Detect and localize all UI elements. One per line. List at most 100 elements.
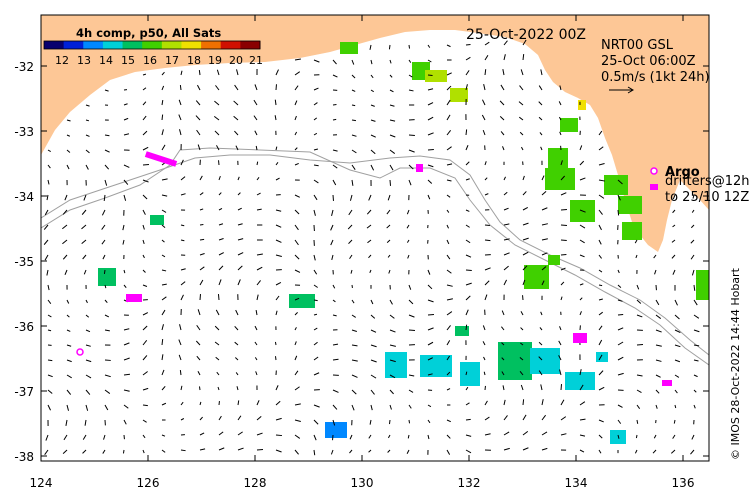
current-vector xyxy=(47,179,50,185)
sst-patch xyxy=(420,355,452,377)
sst-patch xyxy=(578,100,586,110)
current-vector xyxy=(522,399,525,406)
current-vector xyxy=(351,179,354,186)
current-vector xyxy=(104,164,110,170)
current-vector xyxy=(635,434,638,439)
current-vector xyxy=(180,176,186,181)
current-vector xyxy=(560,267,566,271)
current-vector xyxy=(484,416,490,421)
current-vector xyxy=(47,314,52,318)
current-vector xyxy=(522,222,529,226)
current-vector xyxy=(617,313,624,316)
current-vector xyxy=(370,314,376,319)
current-vector xyxy=(161,85,165,91)
current-vector xyxy=(294,327,297,331)
current-vector xyxy=(218,415,222,421)
current-vector xyxy=(66,359,72,363)
current-vector xyxy=(427,341,434,346)
current-vector xyxy=(538,356,543,361)
current-vector xyxy=(370,104,375,107)
current-vector xyxy=(408,419,411,424)
current-vector xyxy=(142,312,149,316)
current-vector xyxy=(386,209,391,215)
current-vector xyxy=(161,354,164,361)
lon-tick-label: 124 xyxy=(30,476,53,490)
current-vector xyxy=(501,326,505,331)
current-vector xyxy=(446,163,453,166)
current-vector xyxy=(367,239,372,244)
current-vector xyxy=(104,179,108,186)
current-vector xyxy=(313,327,318,331)
current-vector xyxy=(47,359,53,362)
current-vector xyxy=(518,101,524,106)
current-vector xyxy=(655,374,661,378)
current-vector xyxy=(387,434,391,439)
current-vector xyxy=(519,131,524,136)
current-vector xyxy=(256,280,261,286)
current-vector xyxy=(199,253,205,256)
current-vector xyxy=(102,254,106,260)
current-vector xyxy=(142,269,146,273)
current-vector xyxy=(484,69,487,76)
current-vector xyxy=(142,387,149,391)
current-vector xyxy=(519,85,524,91)
current-vector-field xyxy=(43,39,700,456)
current-vector xyxy=(83,269,87,275)
current-vector xyxy=(693,404,696,409)
colorbar-swatch xyxy=(102,41,124,49)
current-vector xyxy=(559,131,562,136)
current-vector xyxy=(427,284,433,290)
current-vector xyxy=(313,284,318,288)
colorbar-swatch xyxy=(83,41,104,49)
sst-patch xyxy=(545,168,575,190)
current-vector xyxy=(483,84,486,91)
current-vector xyxy=(47,284,50,291)
current-vector xyxy=(579,434,586,437)
current-vector xyxy=(617,419,622,424)
current-vector xyxy=(161,449,166,453)
current-vector xyxy=(370,149,376,155)
current-vector xyxy=(294,239,299,246)
current-vector xyxy=(389,74,393,78)
current-vector xyxy=(408,59,412,63)
current-vector xyxy=(161,283,167,286)
current-vector xyxy=(503,447,510,451)
current-vector xyxy=(179,84,182,91)
current-vector xyxy=(332,404,338,410)
current-vector xyxy=(104,89,109,92)
current-vector xyxy=(123,404,129,409)
current-vector xyxy=(503,191,508,196)
current-vector xyxy=(275,310,278,316)
current-vector xyxy=(214,100,220,106)
current-vector xyxy=(520,342,524,346)
current-vector xyxy=(483,371,486,376)
current-vector xyxy=(85,149,90,154)
current-vector xyxy=(446,269,452,274)
current-vector xyxy=(674,314,680,320)
current-vector xyxy=(427,194,431,200)
current-vector xyxy=(558,101,562,106)
current-vector xyxy=(142,419,147,423)
current-vector xyxy=(502,385,505,391)
current-vector xyxy=(101,224,106,230)
current-vector xyxy=(579,160,585,166)
current-vector xyxy=(348,209,353,216)
current-vector xyxy=(178,354,182,361)
current-vector xyxy=(655,344,662,347)
current-vector xyxy=(482,99,486,106)
colorbar-swatch xyxy=(142,41,163,49)
current-vector xyxy=(199,448,206,451)
current-vector xyxy=(465,129,468,136)
current-vector xyxy=(44,449,49,455)
drifter-track xyxy=(416,164,423,172)
current-vector xyxy=(81,224,87,230)
current-vector xyxy=(408,149,415,153)
current-vector xyxy=(370,329,377,333)
current-vector xyxy=(427,434,430,440)
current-vector xyxy=(503,252,510,256)
current-vector xyxy=(294,131,298,136)
current-vector xyxy=(313,299,318,302)
current-vector xyxy=(636,389,642,393)
current-vector xyxy=(446,325,451,331)
current-vector xyxy=(389,389,394,395)
